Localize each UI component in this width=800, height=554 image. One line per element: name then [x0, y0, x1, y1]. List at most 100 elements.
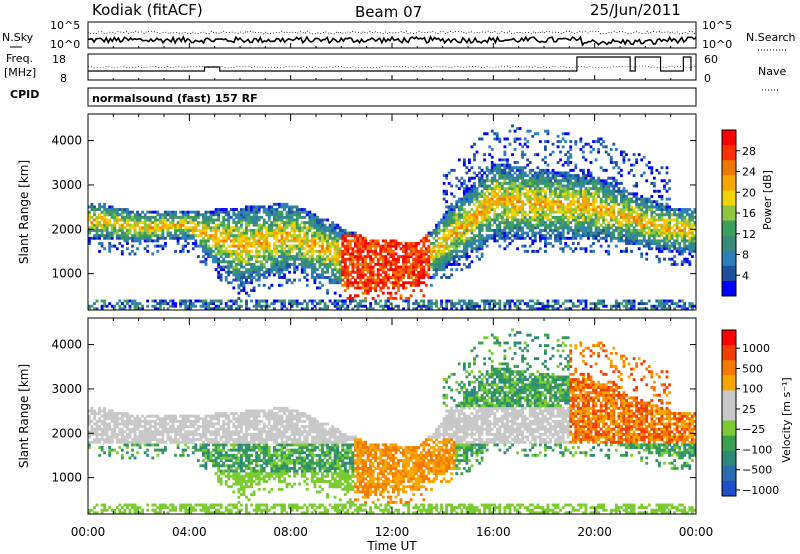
power-cell: [632, 184, 636, 188]
power-cell: [665, 210, 669, 214]
power-cell: [146, 236, 150, 240]
power-cell: [612, 228, 616, 232]
power-cell: [417, 265, 421, 269]
power-cell: [245, 205, 248, 209]
power-cell: [518, 221, 522, 225]
power-cell: [546, 184, 550, 188]
power-cell: [323, 252, 327, 256]
power-cell: [592, 208, 595, 211]
power-cell: [493, 166, 497, 170]
power-cell: [174, 302, 177, 306]
power-cell: [131, 236, 134, 240]
power-cell: [622, 210, 626, 214]
power-cell: [95, 231, 99, 235]
power-cell: [412, 302, 416, 306]
power-cell: [250, 268, 253, 272]
power-cell: [323, 276, 327, 279]
power-cell: [462, 221, 466, 225]
power-cell: [247, 294, 251, 298]
power-cell: [546, 205, 550, 209]
power-cell: [123, 208, 127, 211]
power-cell: [237, 247, 241, 251]
power-cell: [414, 255, 418, 259]
power-cell: [148, 223, 152, 227]
power-cell: [267, 223, 271, 227]
power-cell: [526, 249, 530, 253]
power-cell: [561, 226, 565, 230]
power-cell: [252, 210, 256, 214]
power-cell: [222, 268, 226, 272]
power-cell: [138, 221, 142, 225]
power-cell: [488, 221, 492, 225]
power-cell: [559, 174, 563, 178]
power-cell: [260, 231, 264, 235]
power-cell: [450, 249, 454, 253]
power-cell: [637, 231, 641, 235]
power-cell: [278, 205, 281, 209]
power-cell: [528, 215, 532, 219]
power-cell: [131, 299, 134, 303]
power-cell: [660, 223, 664, 227]
power-cell: [262, 226, 266, 230]
power-cell: [232, 239, 236, 243]
power-cell: [272, 299, 276, 303]
power-cell: [118, 234, 122, 238]
power-cell: [622, 192, 626, 196]
power-cell: [280, 231, 284, 235]
power-cell: [419, 262, 423, 266]
power-cell: [599, 142, 603, 146]
power-cell: [660, 213, 664, 217]
power-cell: [133, 218, 137, 222]
power-cell: [379, 252, 383, 256]
power-cell: [440, 299, 443, 303]
power-cell: [169, 213, 172, 217]
power-cell: [538, 234, 542, 238]
power-cell: [523, 192, 527, 196]
power-cell: [495, 234, 499, 238]
power-cell: [257, 231, 261, 235]
power-cell: [561, 210, 565, 214]
power-cell: [452, 236, 456, 240]
power-cell: [531, 192, 535, 196]
power-cell: [642, 218, 646, 222]
power-cell: [245, 239, 248, 243]
power-cell: [493, 179, 497, 183]
power-cell: [293, 247, 297, 251]
power-cell: [131, 223, 134, 227]
power-cell: [265, 221, 269, 225]
power-cell: [579, 221, 583, 225]
power-cell: [442, 189, 446, 193]
power-cell: [336, 278, 340, 282]
power-cell: [262, 249, 266, 253]
power-cell: [516, 195, 519, 198]
power-cell: [645, 257, 649, 261]
power-cell: [597, 187, 601, 191]
power-cell: [523, 302, 527, 306]
power-cell: [240, 210, 243, 214]
power-cell: [506, 302, 509, 306]
power-cell: [632, 236, 636, 240]
power-cell: [620, 197, 623, 201]
power-cell: [506, 166, 509, 170]
power-cell: [668, 244, 671, 248]
power-cell: [326, 304, 329, 308]
power-cell: [308, 218, 312, 222]
power-cell: [290, 281, 294, 285]
power-cell: [452, 215, 456, 219]
power-cell: [323, 270, 327, 274]
power-cell: [495, 184, 499, 188]
power-cell: [288, 255, 291, 259]
power-cell: [247, 210, 251, 214]
power-cell: [219, 265, 223, 269]
power-cell: [146, 223, 150, 227]
power-cell: [153, 210, 157, 214]
power-cell: [245, 307, 248, 311]
power-cell: [625, 200, 628, 204]
power-cell: [526, 140, 530, 144]
power-cell: [462, 213, 466, 217]
power-cell: [229, 228, 233, 232]
power-cell: [640, 234, 644, 238]
power-cell: [158, 218, 162, 222]
power-cell: [500, 174, 504, 178]
power-cell: [450, 192, 454, 196]
